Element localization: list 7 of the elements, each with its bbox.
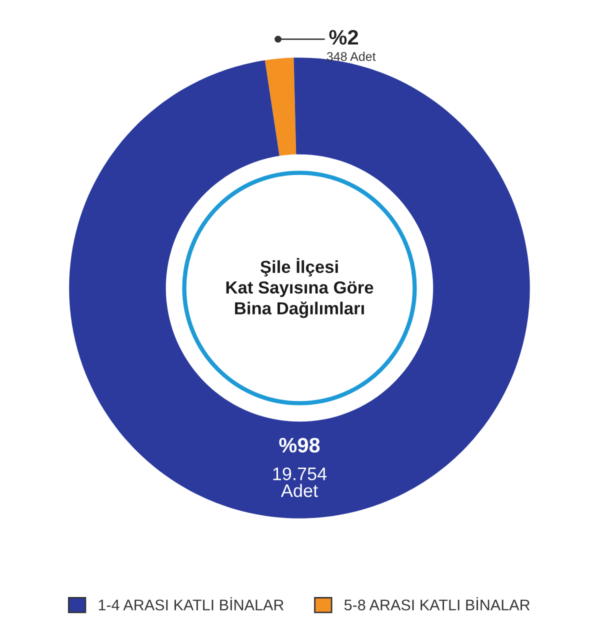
data-label: %98 [279, 438, 320, 453]
text: Şile İlçesi Kat Sayısına Göre Bina Dağılımları [226, 258, 374, 318]
text: 348 Adet [326, 52, 376, 61]
legend-label: 1-4 ARASI KATLI BİNALAR [98, 597, 284, 610]
legend-label: 5-8 ARASI KATLI BİNALAR [344, 597, 530, 610]
text: 19.754 Adet [273, 467, 327, 498]
data-label: %2 [329, 30, 358, 45]
